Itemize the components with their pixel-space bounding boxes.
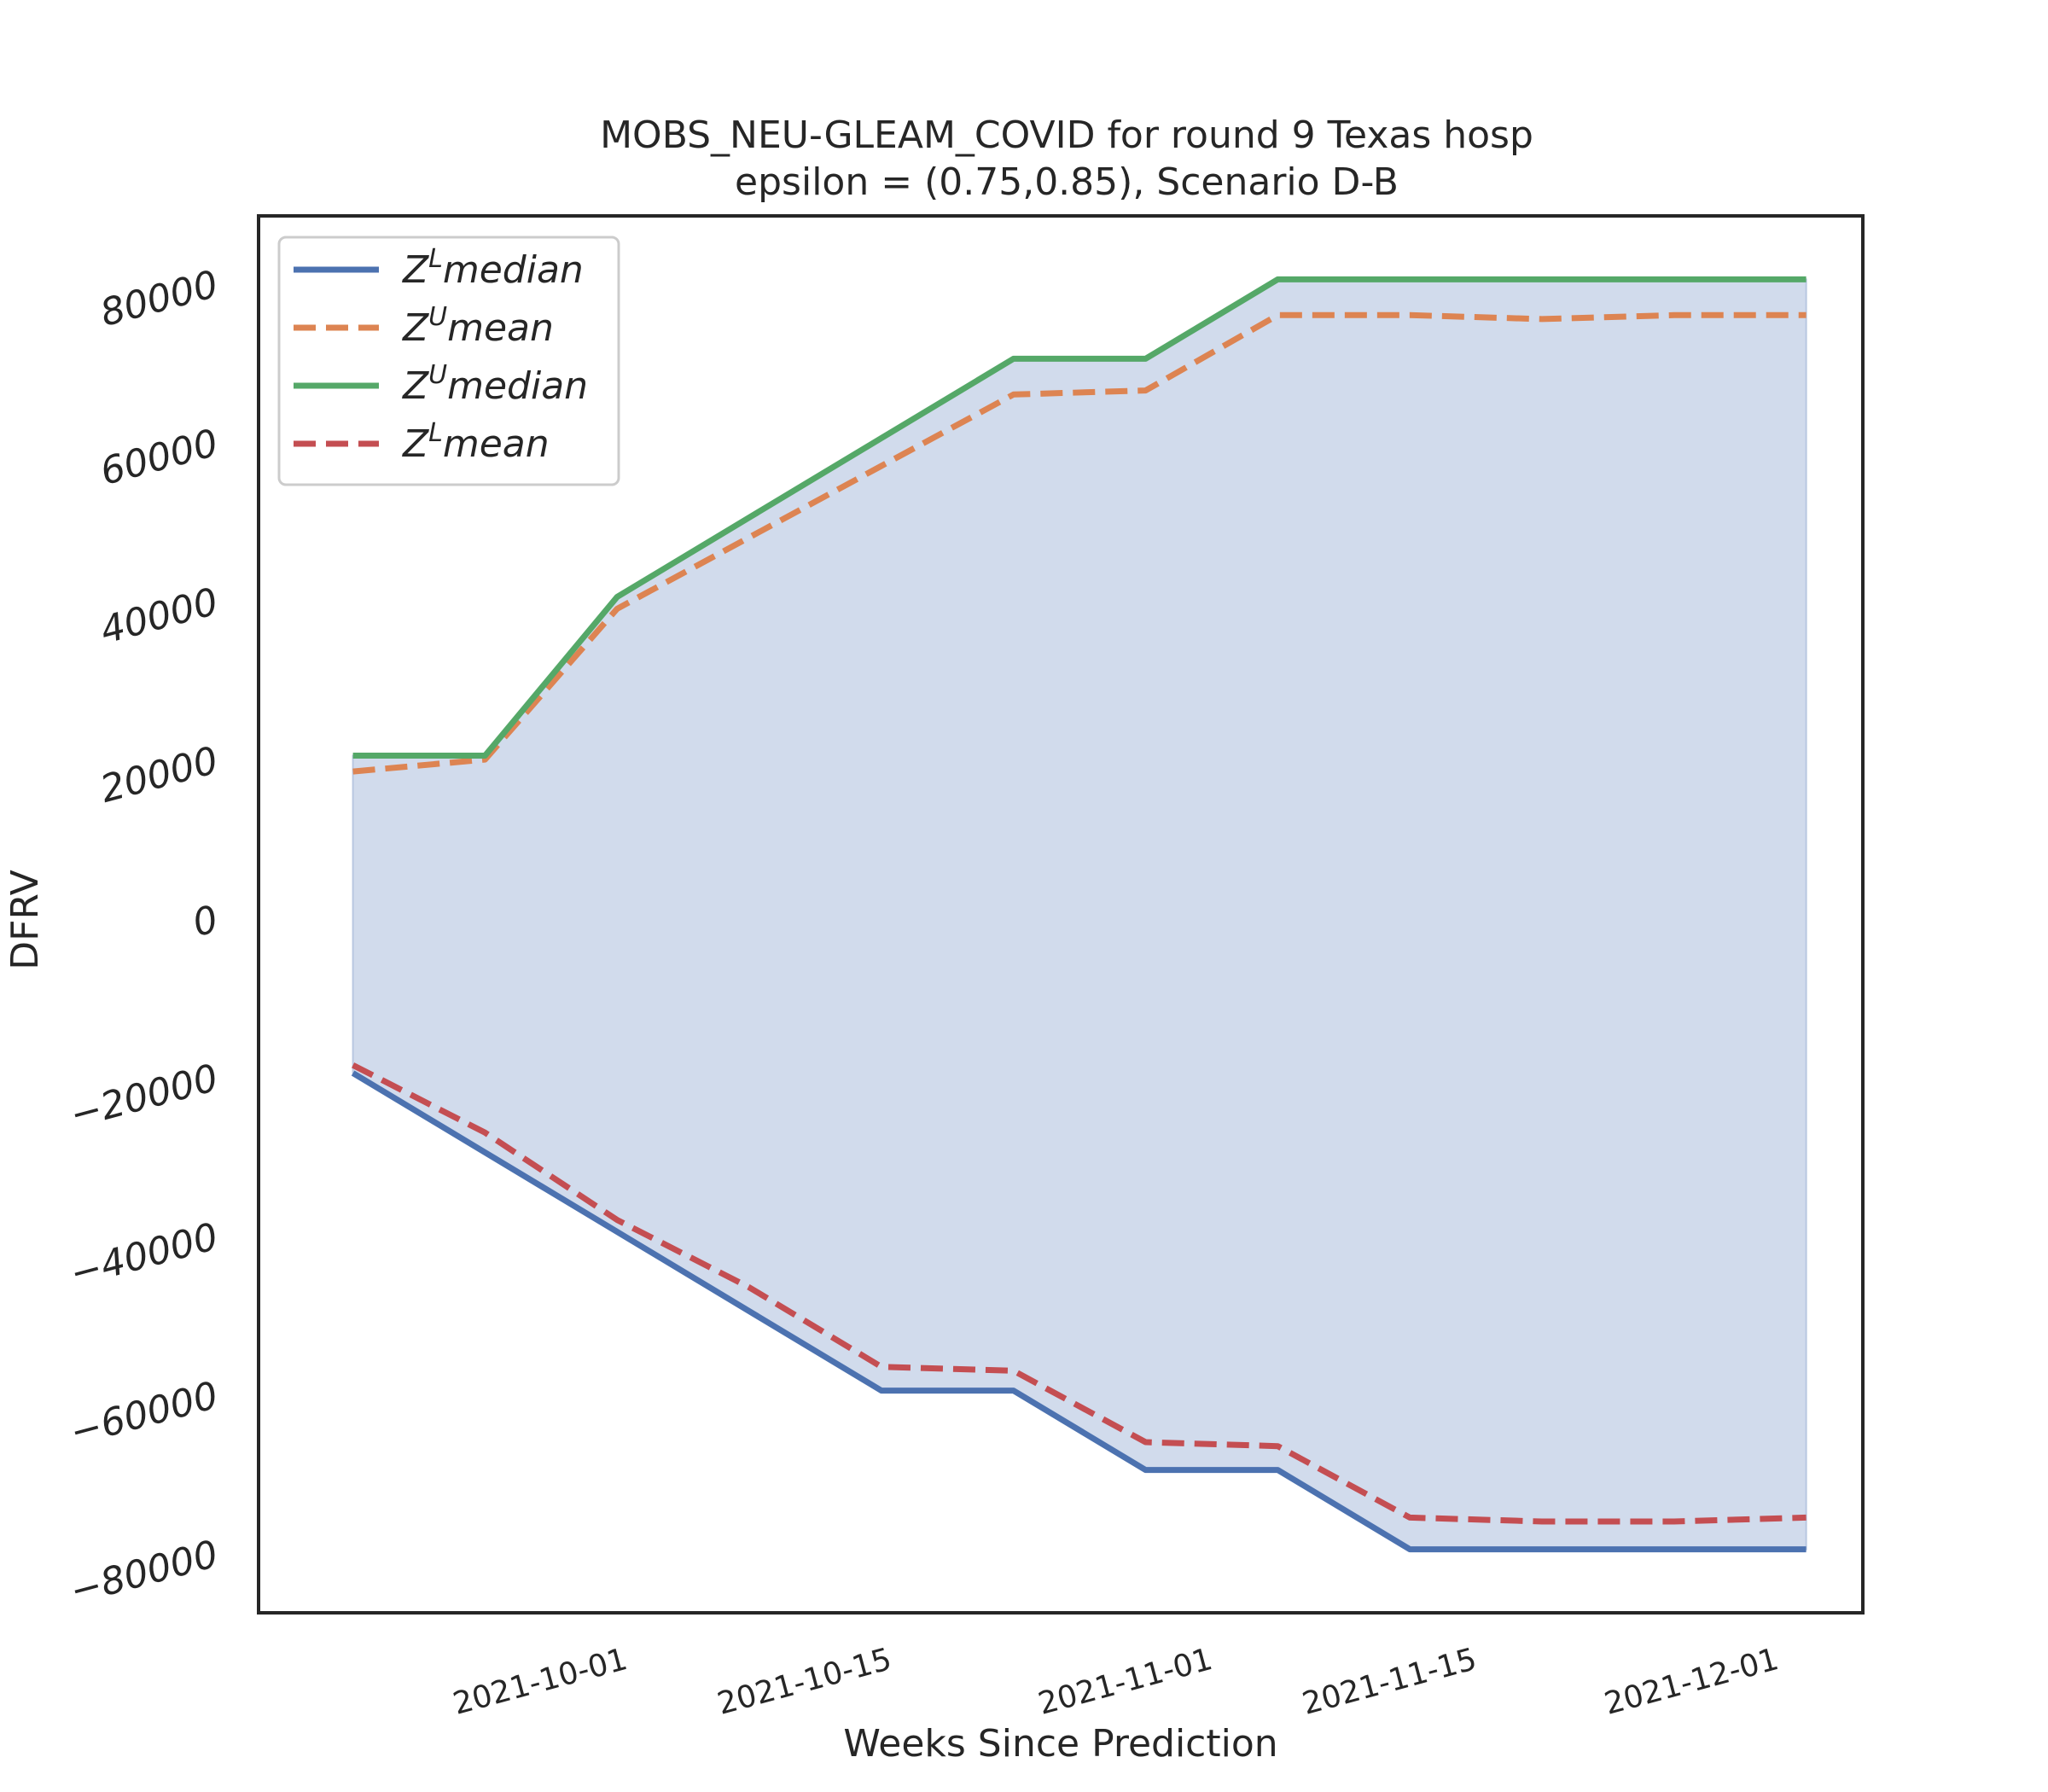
y-axis-ticks: −80000 −60000 −40000 −20000 0 20000 40000 60000… <box>66 262 223 1613</box>
x-tick-label: 2021-12-01 <box>1601 1642 1783 1722</box>
x-axis-label: Weeks Since Prediction <box>843 1722 1277 1766</box>
y-tick-label: 60000 <box>96 421 222 493</box>
y-tick-label: 40000 <box>96 579 222 652</box>
y-tick-label: 20000 <box>96 738 222 811</box>
legend-label: ZUmedian <box>402 360 588 408</box>
y-tick-label: −20000 <box>66 1056 223 1137</box>
plot-frame <box>257 214 1865 1615</box>
plot-area <box>351 276 1807 1553</box>
series-line-z-l-mean <box>352 1062 1807 1525</box>
series-line-z-u-mean <box>352 311 1807 775</box>
legend-label: ZLmean <box>402 418 550 466</box>
legend: ZLmedian ZUmean ZUmedian ZLmean <box>277 236 620 486</box>
legend-label: ZLmedian <box>402 244 584 292</box>
series-line-z-u-median <box>352 276 1807 759</box>
x-tick-label: 2021-11-15 <box>1299 1642 1481 1722</box>
y-tick-label: 80000 <box>96 262 222 335</box>
y-tick-label: −80000 <box>66 1533 223 1614</box>
y-tick-label: −40000 <box>66 1215 223 1296</box>
chart-title: MOBS_NEU-GLEAM_COVID for round 9 Texas h… <box>600 113 1533 157</box>
chart-subtitle: epsilon = (0.75,0.85), Scenario D-B <box>735 160 1399 204</box>
x-axis-ticks: 2021-10-01 2021-10-15 2021-11-01 2021-11-15… <box>450 1642 1783 1722</box>
series-line-z-l-median <box>351 1070 1807 1553</box>
legend-box <box>277 236 620 486</box>
y-axis-label: DFRV <box>3 870 47 969</box>
x-tick-label: 2021-11-01 <box>1034 1642 1216 1722</box>
legend-label: ZUmean <box>402 302 554 350</box>
x-tick-label: 2021-10-01 <box>450 1642 631 1722</box>
x-tick-label: 2021-10-15 <box>713 1642 895 1722</box>
y-tick-label: −60000 <box>66 1374 223 1455</box>
y-tick-label: 0 <box>189 898 223 946</box>
